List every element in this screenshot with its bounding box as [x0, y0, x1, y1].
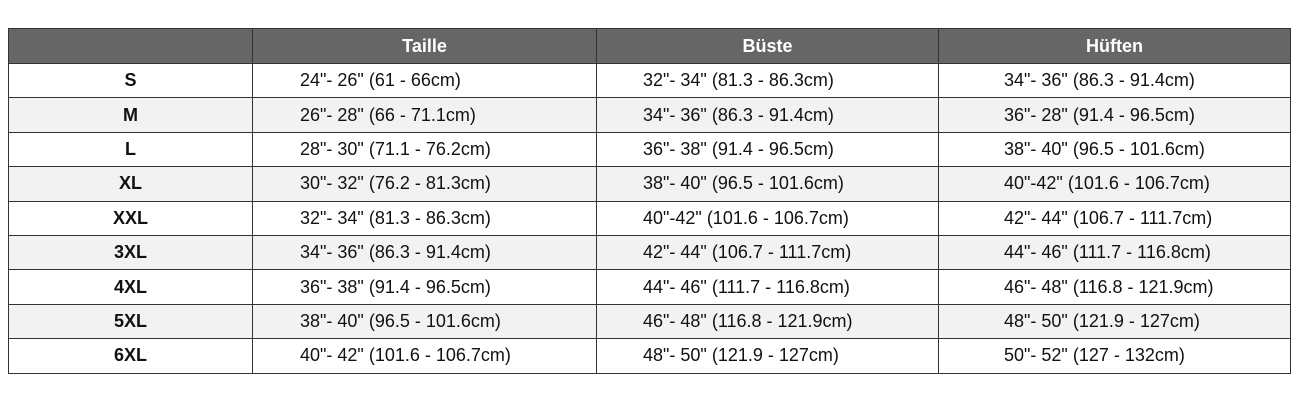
bust-cell: 42"- 44" (106.7 - 111.7cm) [596, 234, 939, 271]
hips-cell: 38"- 40" (96.5 - 101.6cm) [938, 131, 1291, 168]
header-row: Taille Büste Hüften [8, 28, 1291, 64]
waist-cell: 30"- 32" (76.2 - 81.3cm) [252, 166, 597, 202]
waist-cell: 36"- 38" (91.4 - 96.5cm) [252, 269, 597, 305]
hips-cell: 46"- 48" (116.8 - 121.9cm) [938, 269, 1291, 305]
bust-cell: 46"- 48" (116.8 - 121.9cm) [596, 303, 939, 340]
hips-cell: 40"-42" (101.6 - 106.7cm) [938, 166, 1291, 202]
size-cell: L [8, 131, 253, 168]
size-cell: 3XL [8, 234, 253, 271]
size-cell: M [8, 97, 253, 133]
bust-cell: 44"- 46" (111.7 - 116.8cm) [596, 269, 939, 305]
bust-cell: 34"- 36" (86.3 - 91.4cm) [596, 97, 939, 133]
waist-cell: 34"- 36" (86.3 - 91.4cm) [252, 234, 597, 271]
hips-cell: 50"- 52" (127 - 132cm) [938, 338, 1291, 374]
waist-cell: 38"- 40" (96.5 - 101.6cm) [252, 303, 597, 340]
hips-cell: 42"- 44" (106.7 - 111.7cm) [938, 200, 1291, 236]
waist-cell: 32"- 34" (81.3 - 86.3cm) [252, 200, 597, 236]
table-row: L 28"- 30" (71.1 - 76.2cm) 36"- 38" (91.4 … [8, 131, 1291, 168]
bust-cell: 36"- 38" (91.4 - 96.5cm) [596, 131, 939, 168]
header-waist: Taille [252, 28, 597, 64]
header-hips: Hüften [938, 28, 1291, 64]
hips-cell: 44"- 46" (111.7 - 116.8cm) [938, 234, 1291, 271]
size-cell: 5XL [8, 303, 253, 340]
table-row: 6XL 40"- 42" (101.6 - 106.7cm) 48"- 50" (1… [8, 338, 1291, 374]
waist-cell: 26"- 28" (66 - 71.1cm) [252, 97, 597, 133]
table-row: S 24"- 26" (61 - 66cm) 32"- 34" (81.3 - 86… [8, 62, 1291, 99]
header-size [8, 28, 253, 64]
hips-cell: 36"- 28" (91.4 - 96.5cm) [938, 97, 1291, 133]
bust-cell: 48"- 50" (121.9 - 127cm) [596, 338, 939, 374]
waist-cell: 40"- 42" (101.6 - 106.7cm) [252, 338, 597, 374]
table-row: M 26"- 28" (66 - 71.1cm) 34"- 36" (86.3 - … [8, 97, 1291, 133]
header-bust: Büste [596, 28, 939, 64]
size-cell: XXL [8, 200, 253, 236]
size-cell: 4XL [8, 269, 253, 305]
hips-cell: 48"- 50" (121.9 - 127cm) [938, 303, 1291, 340]
size-cell: XL [8, 166, 253, 202]
bust-cell: 38"- 40" (96.5 - 101.6cm) [596, 166, 939, 202]
table-row: XXL 32"- 34" (81.3 - 86.3cm) 40"-42" (101.… [8, 200, 1291, 236]
size-cell: S [8, 62, 253, 99]
table-row: 5XL 38"- 40" (96.5 - 101.6cm) 46"- 48" (11… [8, 303, 1291, 340]
bust-cell: 40"-42" (101.6 - 106.7cm) [596, 200, 939, 236]
waist-cell: 28"- 30" (71.1 - 76.2cm) [252, 131, 597, 168]
waist-cell: 24"- 26" (61 - 66cm) [252, 62, 597, 99]
table-row: 4XL 36"- 38" (91.4 - 96.5cm) 44"- 46" (111… [8, 269, 1291, 305]
table-row: 3XL 34"- 36" (86.3 - 91.4cm) 42"- 44" (106… [8, 234, 1291, 271]
table-row: XL 30"- 32" (76.2 - 81.3cm) 38"- 40" (96.5… [8, 166, 1291, 202]
bust-cell: 32"- 34" (81.3 - 86.3cm) [596, 62, 939, 99]
hips-cell: 34"- 36" (86.3 - 91.4cm) [938, 62, 1291, 99]
size-cell: 6XL [8, 338, 253, 374]
size-chart-table: Taille Büste Hüften S 24"- 26" (61 - 66cm… [8, 28, 1291, 374]
